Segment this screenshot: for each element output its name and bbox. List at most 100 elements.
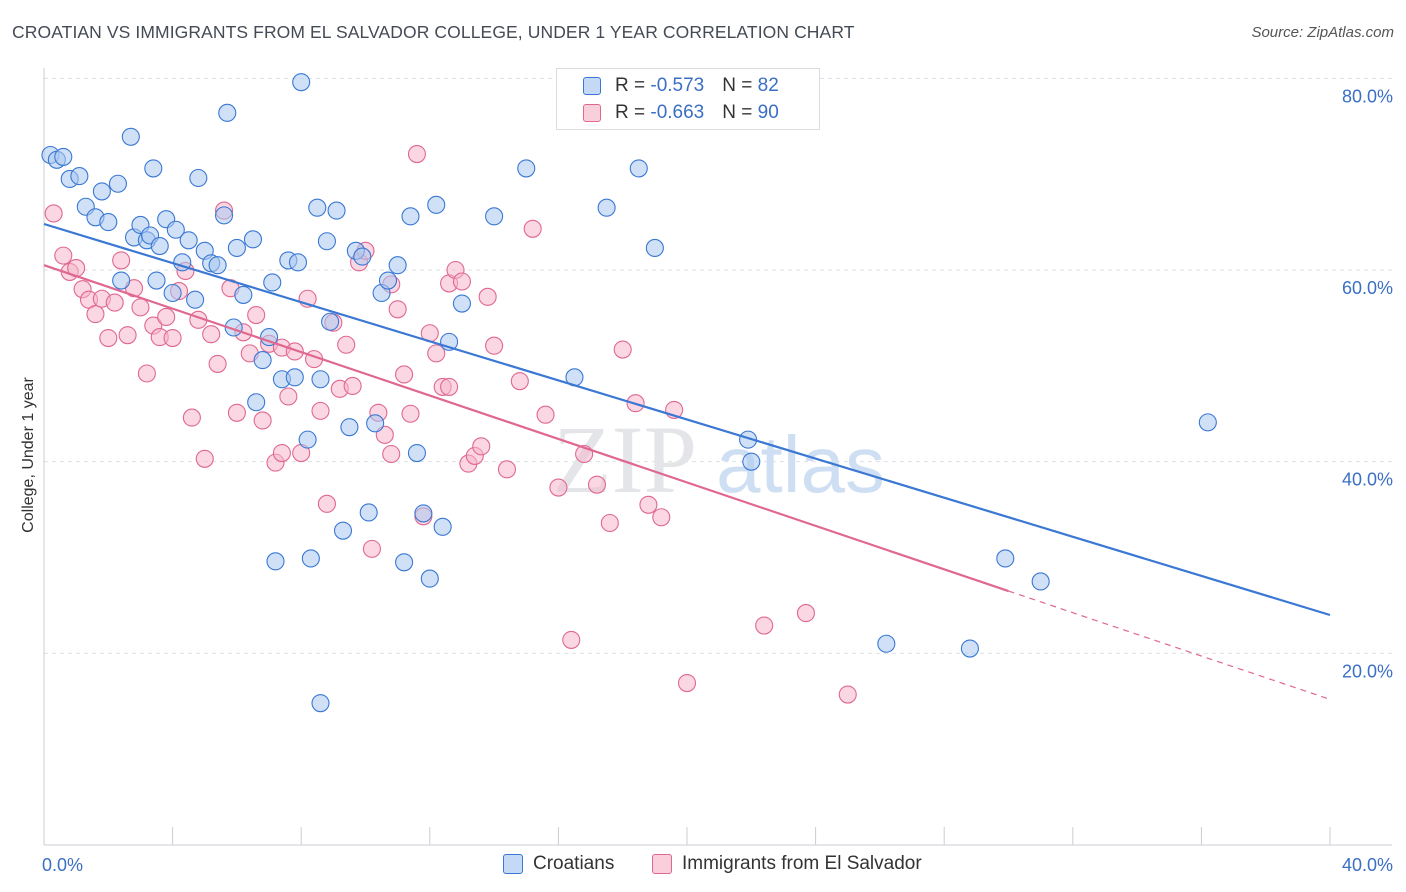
point-croatians	[144, 159, 163, 178]
point-immigrants	[536, 405, 555, 424]
point-immigrants	[510, 372, 529, 391]
point-immigrants	[137, 364, 156, 383]
y-tick-label: 80.0%	[1342, 86, 1393, 106]
trend-lines	[43, 222, 1331, 700]
bottom-legend-swatch-blue	[503, 854, 523, 874]
point-croatians	[517, 159, 536, 178]
point-croatians	[259, 328, 279, 347]
point-immigrants	[549, 478, 568, 497]
point-immigrants	[105, 293, 124, 312]
point-immigrants	[652, 508, 671, 527]
point-immigrants	[279, 387, 298, 406]
tick-labels: 20.0% 40.0% 60.0% 80.0% 0.0% 40.0% College, Un…	[20, 86, 1393, 875]
point-croatians	[327, 201, 346, 220]
point-croatians	[292, 73, 311, 92]
y-axis-label: College, Under 1 year	[20, 377, 37, 533]
point-croatians	[388, 256, 407, 275]
point-croatians	[214, 206, 234, 225]
point-croatians	[99, 213, 118, 232]
point-croatians	[414, 504, 433, 523]
bottom-legend-label: Immigrants from El Salvador	[682, 853, 922, 874]
legend-r-value: -0.573	[650, 75, 705, 96]
point-immigrants	[362, 539, 381, 558]
point-immigrants	[44, 204, 63, 223]
trend-line-immigrants	[43, 264, 1009, 593]
x-tick-label: 40.0%	[1342, 855, 1393, 875]
correlation-legend: R = -0.573 N = 82 R = -0.663 N = 90	[556, 68, 820, 130]
point-immigrants	[99, 328, 118, 348]
legend-r-label: R =	[615, 75, 651, 96]
point-croatians	[960, 639, 979, 658]
point-immigrants	[613, 340, 632, 359]
point-croatians	[597, 198, 616, 217]
point-immigrants	[478, 287, 497, 306]
legend-swatch-blue	[583, 77, 601, 95]
point-croatians	[427, 195, 446, 214]
point-immigrants	[202, 325, 221, 344]
point-immigrants	[163, 328, 182, 348]
point-immigrants	[285, 342, 304, 361]
point-croatians	[234, 285, 253, 304]
point-immigrants	[195, 449, 214, 468]
y-tick-label: 60.0%	[1342, 278, 1393, 298]
point-immigrants	[523, 219, 542, 238]
point-croatians	[420, 569, 439, 588]
point-immigrants	[562, 630, 581, 649]
point-croatians	[311, 694, 330, 713]
source-label: Source: ZipAtlas.com	[1251, 24, 1394, 41]
point-croatians	[147, 271, 166, 290]
point-immigrants	[600, 513, 619, 533]
point-croatians	[317, 232, 336, 251]
point-immigrants	[118, 326, 137, 345]
chart-title: CROATIAN VS IMMIGRANTS FROM EL SALVADOR …	[12, 22, 855, 42]
point-croatians	[108, 174, 127, 193]
point-croatians	[263, 273, 282, 292]
legend-row-immigrants: R = -0.663 N = 90	[583, 100, 779, 126]
legend-r-label: R =	[615, 102, 651, 123]
point-croatians	[266, 552, 285, 571]
point-croatians	[285, 368, 304, 387]
point-croatians	[311, 370, 330, 389]
point-croatians	[298, 430, 317, 449]
point-immigrants	[388, 300, 407, 319]
point-croatians	[485, 207, 504, 226]
point-croatians	[189, 168, 208, 188]
point-croatians	[253, 351, 272, 370]
point-immigrants	[208, 354, 227, 373]
point-immigrants	[157, 307, 176, 327]
point-immigrants	[337, 335, 356, 354]
point-croatians	[218, 103, 237, 122]
bottom-legend-croatians: Croatians	[503, 852, 614, 876]
point-croatians	[433, 517, 452, 536]
point-immigrants	[247, 305, 266, 325]
point-croatians	[340, 418, 359, 437]
point-immigrants	[796, 604, 816, 623]
point-croatians	[121, 127, 140, 146]
point-croatians	[353, 247, 372, 266]
legend-n-value: 90	[757, 102, 779, 123]
point-croatians	[996, 549, 1015, 568]
point-croatians	[395, 553, 414, 572]
point-croatians	[163, 283, 182, 303]
watermark-atlas: atlas	[716, 420, 885, 509]
point-croatians	[877, 634, 896, 653]
legend-r-value: -0.663	[650, 102, 705, 123]
legend-n-label: N =	[722, 102, 758, 123]
point-croatians	[452, 294, 472, 313]
point-immigrants	[227, 403, 246, 422]
point-croatians	[333, 521, 353, 540]
point-immigrants	[317, 494, 336, 513]
point-croatians	[112, 271, 131, 290]
point-croatians	[247, 393, 266, 412]
watermark: ZIP atlas	[553, 406, 885, 513]
point-croatians	[150, 236, 169, 256]
point-croatians	[1198, 413, 1217, 432]
point-croatians	[54, 147, 73, 166]
point-croatians	[227, 238, 246, 258]
point-immigrants	[485, 336, 504, 355]
watermark-zip: ZIP	[553, 406, 697, 513]
point-croatians	[407, 443, 426, 463]
point-immigrants	[112, 251, 131, 270]
point-croatians	[243, 230, 263, 249]
